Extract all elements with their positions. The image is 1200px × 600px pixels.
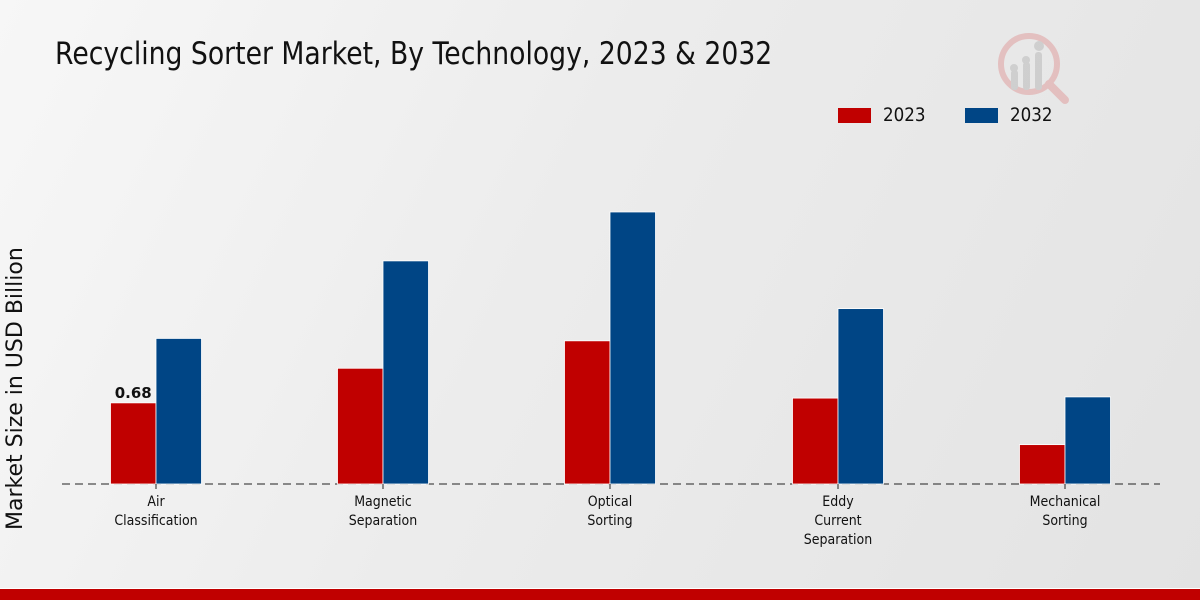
legend-label-2032: 2032: [1010, 104, 1053, 126]
bar-2023-4: [1019, 444, 1066, 485]
watermark-logo-icon: [995, 30, 1075, 110]
x-tick-label: Air Classification: [114, 494, 197, 529]
bar-2032-0: [155, 338, 202, 485]
bar-2023-2: [564, 340, 611, 485]
legend-swatch-2023: [838, 107, 871, 123]
bar-2032-1: [382, 260, 429, 485]
x-tick-label: Mechanical Sorting: [1030, 494, 1101, 529]
chart-title: Recycling Sorter Market, By Technology, …: [55, 36, 773, 72]
bar-2023-1: [337, 367, 384, 485]
bar-2023-0: [110, 402, 157, 485]
data-label: 0.68: [115, 384, 152, 402]
x-tick-label: Optical Sorting: [587, 494, 632, 529]
x-ticks-group: Air Classification Magnetic Separation Optic…: [114, 484, 1100, 548]
bar-2023-3: [792, 397, 839, 485]
footer-accent-bar: [0, 588, 1200, 600]
legend-item-2032: 2032: [965, 104, 1058, 126]
x-tick-label: Eddy Current Separation: [804, 494, 872, 548]
legend-label-2023: 2023: [883, 104, 926, 126]
bar-2032-3: [837, 308, 884, 485]
bar-2032-4: [1064, 396, 1111, 485]
bars-group: 0.68: [110, 211, 1111, 485]
legend-swatch-2032: [965, 107, 999, 123]
x-tick-label: Magnetic Separation: [349, 494, 417, 529]
legend: 2023 2032: [838, 104, 1093, 126]
bar-2032-2: [609, 211, 656, 485]
legend-item-2023: 2023: [838, 104, 931, 126]
